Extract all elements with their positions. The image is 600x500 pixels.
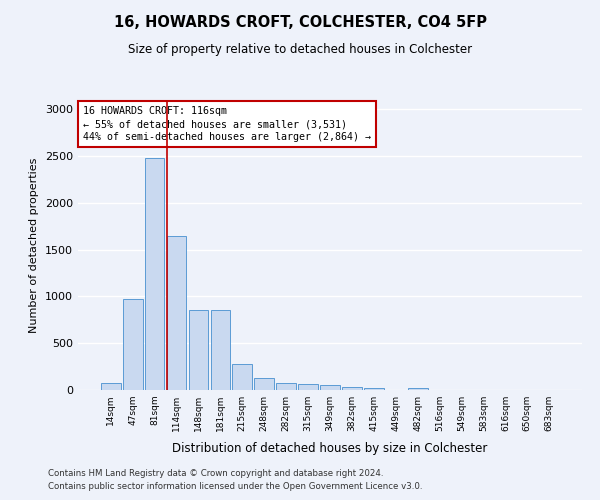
- Text: 16, HOWARDS CROFT, COLCHESTER, CO4 5FP: 16, HOWARDS CROFT, COLCHESTER, CO4 5FP: [113, 15, 487, 30]
- Y-axis label: Number of detached properties: Number of detached properties: [29, 158, 40, 332]
- Text: 16 HOWARDS CROFT: 116sqm
← 55% of detached houses are smaller (3,531)
44% of sem: 16 HOWARDS CROFT: 116sqm ← 55% of detach…: [83, 106, 371, 142]
- Text: Contains public sector information licensed under the Open Government Licence v3: Contains public sector information licen…: [48, 482, 422, 491]
- Bar: [123, 299, 143, 390]
- Bar: [188, 310, 208, 390]
- Bar: [101, 384, 121, 390]
- Bar: [167, 236, 187, 390]
- Bar: [342, 387, 362, 390]
- Bar: [298, 384, 318, 390]
- Bar: [211, 310, 230, 390]
- Bar: [145, 158, 164, 390]
- Bar: [276, 383, 296, 390]
- Bar: [232, 364, 252, 390]
- Text: Contains HM Land Registry data © Crown copyright and database right 2024.: Contains HM Land Registry data © Crown c…: [48, 468, 383, 477]
- Text: Size of property relative to detached houses in Colchester: Size of property relative to detached ho…: [128, 42, 472, 56]
- Text: Distribution of detached houses by size in Colchester: Distribution of detached houses by size …: [172, 442, 488, 455]
- Bar: [320, 386, 340, 390]
- Bar: [254, 378, 274, 390]
- Bar: [408, 388, 428, 390]
- Bar: [364, 388, 384, 390]
